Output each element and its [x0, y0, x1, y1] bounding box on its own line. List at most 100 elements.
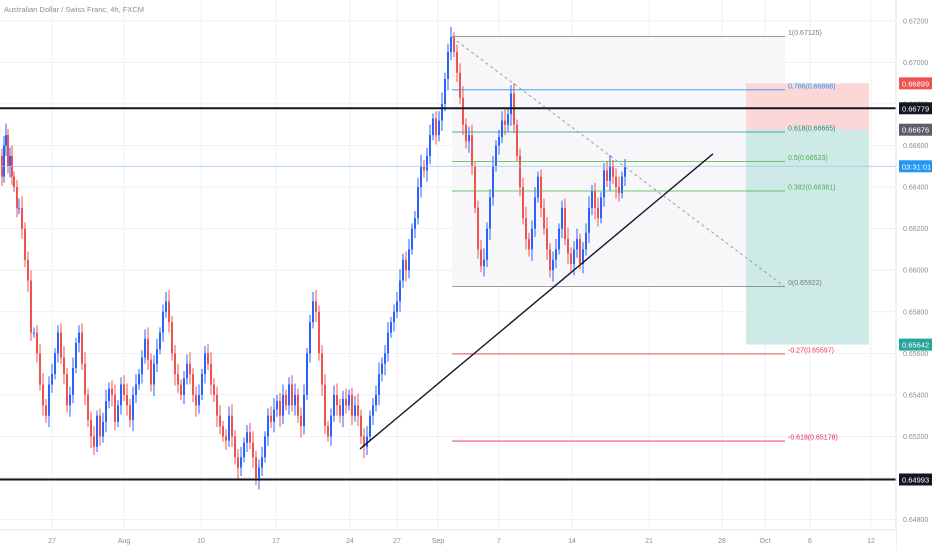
- candle-body: [228, 415, 230, 441]
- candle-body: [75, 342, 77, 368]
- candle-body: [108, 388, 110, 402]
- candle-body: [450, 37, 452, 52]
- candle-body: [537, 176, 539, 198]
- candle-body: [261, 457, 263, 468]
- candle-body: [498, 137, 500, 146]
- price-tick-label: 0.67000: [903, 60, 928, 67]
- fib-level-label: 1(0.67125): [788, 30, 822, 37]
- candle-body: [297, 394, 299, 416]
- candle-body: [462, 97, 464, 125]
- candle-body: [405, 259, 407, 271]
- candle-body: [192, 374, 194, 395]
- candle-body: [552, 259, 554, 271]
- time-tick-label: 10: [197, 538, 205, 545]
- candle-body: [606, 170, 608, 181]
- candle-body: [105, 401, 107, 422]
- candle-body: [414, 218, 416, 229]
- fib-level-label: -0.618(0.65178): [788, 435, 838, 442]
- candle-body: [507, 114, 509, 125]
- price-badge: [899, 123, 932, 136]
- candle-body: [372, 405, 374, 416]
- candle-body: [264, 436, 266, 458]
- price-axis: [896, 0, 932, 550]
- candle-body: [27, 259, 29, 281]
- candle-body: [162, 311, 164, 333]
- candle-body: [21, 207, 23, 229]
- candle-body: [9, 155, 11, 167]
- candle-body: [588, 207, 590, 233]
- candle-body: [471, 135, 473, 167]
- candle-body: [309, 322, 311, 354]
- candle-body: [69, 394, 71, 406]
- countdown-badge: [899, 160, 932, 173]
- candle-body: [546, 228, 548, 250]
- fib-level-label: 0.382(0.66381): [788, 185, 835, 192]
- candle-body: [399, 280, 401, 302]
- candle-body: [165, 301, 167, 312]
- candle-body: [276, 401, 278, 410]
- candle-body: [504, 120, 506, 125]
- candle-body: [126, 394, 128, 406]
- candle-body: [354, 405, 356, 416]
- candle-body: [156, 349, 158, 364]
- candle-body: [132, 394, 134, 420]
- candle-body: [306, 353, 308, 395]
- candle-body: [441, 103, 443, 121]
- candle-body: [120, 384, 122, 406]
- candle-body: [54, 353, 56, 375]
- candle-body: [258, 467, 260, 479]
- candle-body: [570, 253, 572, 264]
- time-tick-label: 6: [808, 538, 812, 545]
- candle-body: [3, 145, 5, 177]
- price-badge: [899, 338, 932, 351]
- candle-body: [204, 353, 206, 375]
- candle-body: [291, 384, 293, 406]
- candle-body: [279, 401, 281, 416]
- time-tick-label: Sep: [432, 538, 445, 545]
- time-tick-label: 21: [645, 538, 653, 545]
- candle-body: [483, 259, 485, 267]
- candle-body: [285, 394, 287, 406]
- candle-body: [327, 426, 329, 437]
- candle-body: [456, 51, 458, 73]
- candle-body: [141, 357, 143, 375]
- candle-body: [438, 120, 440, 136]
- candle-body: [36, 332, 38, 354]
- candle-body: [453, 37, 455, 52]
- candle-body: [189, 363, 191, 375]
- fib-level-label: 0.786(0.66868): [788, 83, 835, 90]
- candle-body: [489, 197, 491, 229]
- time-tick-label: 12: [867, 538, 875, 545]
- candle-body: [522, 187, 524, 219]
- candle-body: [519, 155, 521, 188]
- candle-body: [7, 135, 9, 167]
- time-tick-label: Aug: [118, 538, 131, 545]
- candle-body: [177, 374, 179, 385]
- candle-body: [33, 332, 35, 334]
- candle-body: [102, 421, 104, 437]
- candle-body: [255, 457, 257, 479]
- candle-body: [144, 338, 146, 358]
- candle-body: [564, 207, 566, 240]
- candle-body: [16, 187, 18, 208]
- candle-body: [477, 207, 479, 250]
- price-badge: [899, 77, 932, 90]
- candle-body: [426, 155, 428, 171]
- price-badge-label: 0.65642: [902, 341, 929, 350]
- price-tick-label: 0.66400: [903, 185, 928, 192]
- candle-body: [435, 118, 437, 136]
- candle-body: [30, 280, 32, 333]
- stop-loss-zone: [746, 83, 869, 130]
- price-badge-label: 0.66899: [902, 79, 929, 88]
- candle-body: [492, 166, 494, 198]
- countdown-badge-label: 03:31:01: [902, 162, 931, 171]
- candle-body: [213, 384, 215, 395]
- time-tick-label: 28: [718, 538, 726, 545]
- candle-body: [96, 415, 98, 447]
- candle-body: [147, 338, 149, 360]
- candle-body: [18, 207, 20, 209]
- candle-body: [345, 399, 347, 406]
- candle-body: [135, 384, 137, 395]
